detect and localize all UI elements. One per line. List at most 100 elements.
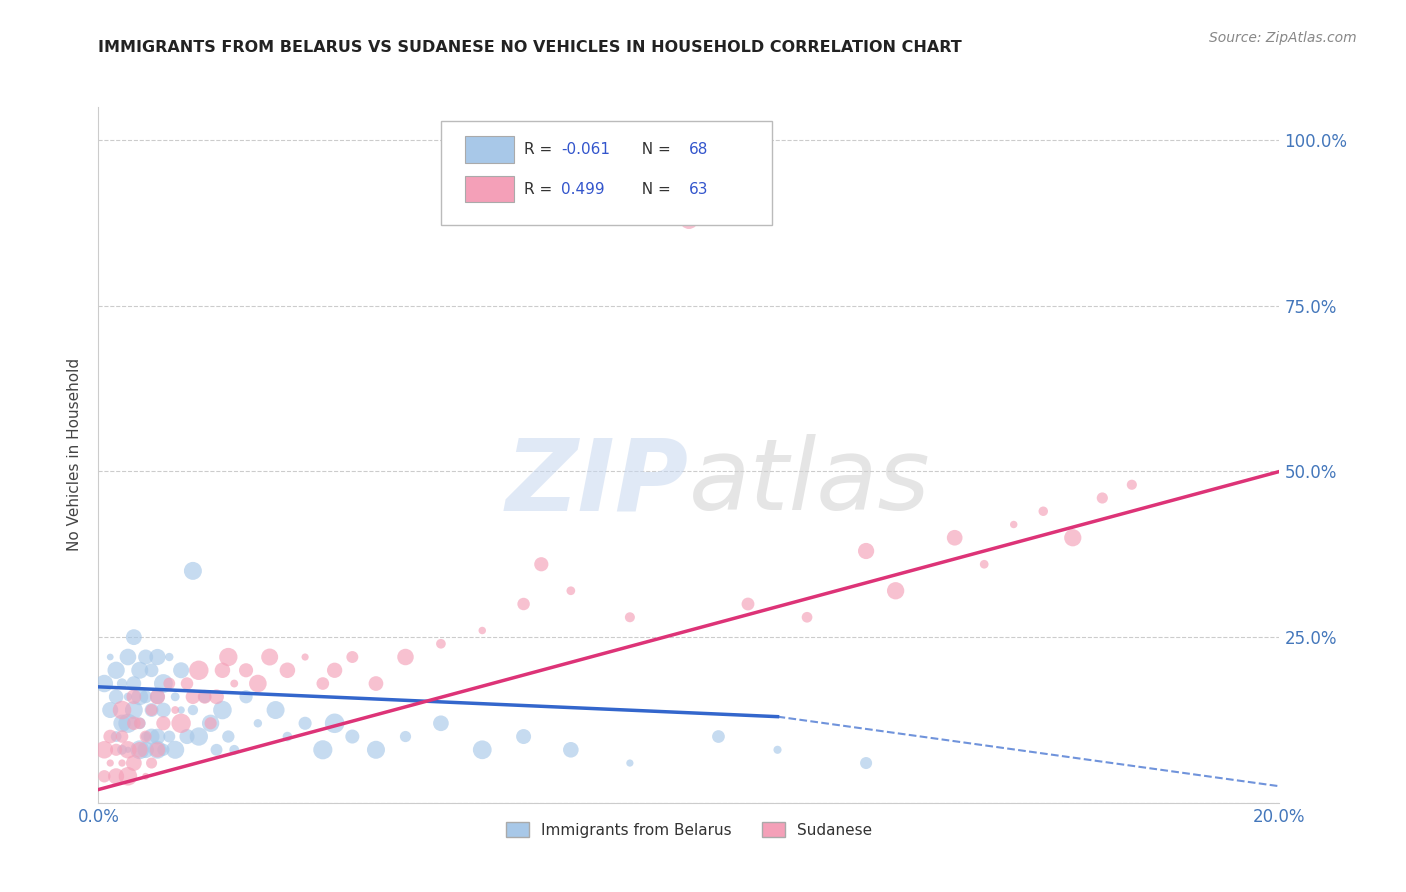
Point <box>294 650 316 665</box>
Point <box>157 730 180 744</box>
Point <box>105 730 128 744</box>
Point <box>323 663 346 677</box>
Point <box>135 743 157 757</box>
Point <box>1032 504 1054 518</box>
Point <box>560 743 582 757</box>
Point <box>176 730 198 744</box>
Point <box>364 743 387 757</box>
Point <box>122 716 145 731</box>
Point <box>276 730 298 744</box>
Point <box>619 756 641 770</box>
Point <box>276 663 298 677</box>
Point <box>165 690 187 704</box>
Point <box>141 730 163 744</box>
Text: 0.499: 0.499 <box>561 182 605 196</box>
Point <box>200 716 222 731</box>
Point <box>165 703 187 717</box>
Point <box>93 769 115 783</box>
Point <box>146 743 169 757</box>
Point <box>181 564 204 578</box>
Point <box>264 703 287 717</box>
Point <box>560 583 582 598</box>
Point <box>111 730 134 744</box>
Text: R =: R = <box>523 142 557 157</box>
Point <box>146 743 169 757</box>
Legend: Immigrants from Belarus, Sudanese: Immigrants from Belarus, Sudanese <box>499 815 879 844</box>
Point <box>117 769 139 783</box>
Point <box>471 743 494 757</box>
Point <box>117 743 139 757</box>
Point <box>766 743 789 757</box>
Point <box>170 703 193 717</box>
Point <box>128 743 150 757</box>
Point <box>394 650 416 665</box>
Point <box>98 650 121 665</box>
Point <box>187 730 209 744</box>
Text: Source: ZipAtlas.com: Source: ZipAtlas.com <box>1209 31 1357 45</box>
Point <box>294 716 316 731</box>
Point <box>200 716 222 731</box>
Point <box>530 558 553 572</box>
Text: -0.061: -0.061 <box>561 142 610 157</box>
Point <box>737 597 759 611</box>
Point <box>855 756 877 770</box>
Text: atlas: atlas <box>689 434 931 532</box>
Point <box>122 703 145 717</box>
Point <box>111 756 134 770</box>
Point <box>141 663 163 677</box>
Point <box>105 769 128 783</box>
Point <box>181 703 204 717</box>
Point <box>157 676 180 690</box>
Point <box>855 544 877 558</box>
Point <box>224 743 246 757</box>
Point <box>512 597 534 611</box>
Point <box>430 637 453 651</box>
Point <box>117 716 139 731</box>
Text: R =: R = <box>523 182 557 196</box>
Point <box>146 690 169 704</box>
Point <box>170 716 193 731</box>
Point <box>128 663 150 677</box>
Point <box>471 624 494 638</box>
Point <box>135 730 157 744</box>
Point <box>796 610 818 624</box>
Point <box>157 650 180 665</box>
Point <box>141 756 163 770</box>
Text: N =: N = <box>633 142 676 157</box>
Point <box>111 703 134 717</box>
Point <box>211 663 233 677</box>
Point <box>259 650 281 665</box>
Point <box>128 743 150 757</box>
Point <box>111 716 134 731</box>
Point <box>122 756 145 770</box>
Point <box>217 650 239 665</box>
Text: 63: 63 <box>689 182 709 196</box>
Text: N =: N = <box>633 182 676 196</box>
Point <box>122 690 145 704</box>
Point <box>98 756 121 770</box>
Point <box>105 663 128 677</box>
Point <box>1002 517 1025 532</box>
Point <box>152 676 174 690</box>
Point <box>224 676 246 690</box>
Text: IMMIGRANTS FROM BELARUS VS SUDANESE NO VEHICLES IN HOUSEHOLD CORRELATION CHART: IMMIGRANTS FROM BELARUS VS SUDANESE NO V… <box>98 40 962 55</box>
Point <box>122 630 145 644</box>
Text: 68: 68 <box>689 142 709 157</box>
Point <box>176 676 198 690</box>
Point <box>430 716 453 731</box>
FancyBboxPatch shape <box>464 136 515 162</box>
Point <box>152 743 174 757</box>
Point <box>235 690 257 704</box>
FancyBboxPatch shape <box>441 121 772 226</box>
Point <box>146 650 169 665</box>
Point <box>619 610 641 624</box>
Text: ZIP: ZIP <box>506 434 689 532</box>
Point <box>141 703 163 717</box>
Point <box>105 743 128 757</box>
Point <box>342 730 364 744</box>
Point <box>152 703 174 717</box>
Point <box>194 690 217 704</box>
Point <box>165 743 187 757</box>
Point <box>105 690 128 704</box>
Point <box>135 769 157 783</box>
